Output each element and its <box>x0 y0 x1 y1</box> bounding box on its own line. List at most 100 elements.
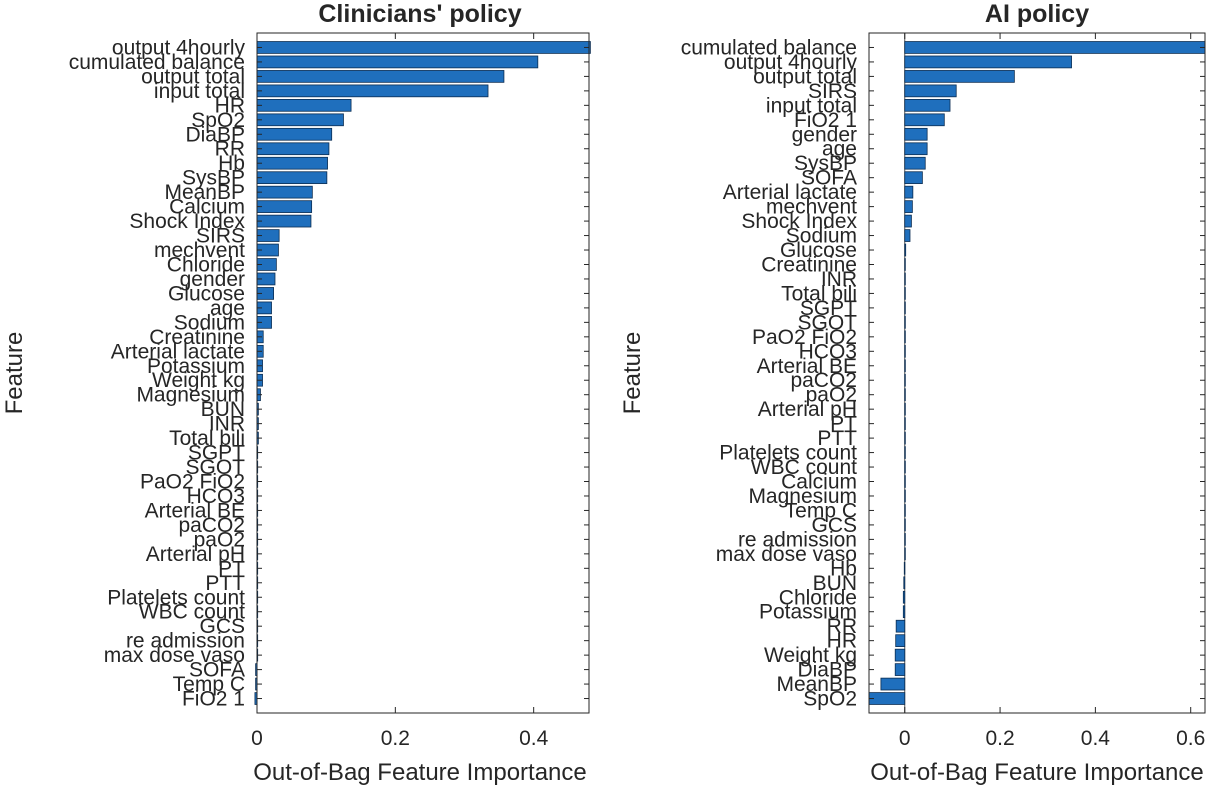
bar <box>904 446 906 459</box>
category-label: GCS <box>199 615 245 638</box>
category-label: Chloride <box>167 253 245 276</box>
category-label: output 4hourly <box>112 36 246 59</box>
bar <box>904 243 907 257</box>
x-tick-label: 0.4 <box>1081 727 1111 750</box>
bar <box>903 576 906 590</box>
bar <box>902 590 906 604</box>
y-axis-label: Feature <box>1 332 28 415</box>
bar <box>904 127 928 141</box>
bar <box>904 185 914 199</box>
category-label: SysBP <box>182 167 245 190</box>
category-label: Arterial BE <box>757 355 857 378</box>
bar <box>904 431 906 445</box>
category-label: Hb <box>830 557 857 580</box>
axes-box <box>868 32 1206 714</box>
bar <box>904 518 906 532</box>
x-axis-label: Out-of-Bag Feature Importance <box>870 759 1204 786</box>
category-label: age <box>210 297 245 320</box>
category-label: Magnesium <box>748 485 857 508</box>
category-label: GCS <box>811 514 857 537</box>
bar <box>904 171 923 185</box>
x-tick-label: 0.4 <box>519 727 549 750</box>
category-label: PaO2 FiO2 <box>752 326 857 349</box>
category-label: PaO2 FiO2 <box>140 471 245 494</box>
category-label: PTT <box>205 572 245 595</box>
category-label: Potassium <box>147 355 245 378</box>
category-label: FiO2 1 <box>182 688 245 711</box>
bar <box>904 156 926 170</box>
ai-policy-panel: AI policy Feature Out-of-Bag Feature Imp… <box>619 0 1206 786</box>
y-axis-label: Feature <box>619 332 646 415</box>
bar <box>904 402 906 416</box>
category-label: Calcium <box>781 471 857 494</box>
category-label: MeanBP <box>164 181 245 204</box>
bar <box>256 70 505 83</box>
category-label: SOFA <box>801 167 857 190</box>
category-label: Glucose <box>780 239 857 262</box>
category-label: Hb <box>218 152 245 175</box>
category-label: HCO3 <box>187 485 245 508</box>
category-label: Sodium <box>174 311 245 334</box>
category-label: Arterial lactate <box>111 340 245 363</box>
bar <box>904 41 1206 54</box>
category-label: Temp C <box>785 499 857 522</box>
category-label: HCO3 <box>799 340 857 363</box>
bar <box>256 185 313 199</box>
category-label: Glucose <box>168 282 245 305</box>
category-label: output total <box>753 65 857 88</box>
category-label: MeanBP <box>776 673 857 696</box>
category-label: DiaBP <box>797 659 857 682</box>
bar <box>904 200 913 213</box>
category-label: age <box>822 138 857 161</box>
bar <box>904 287 906 300</box>
bar <box>895 634 906 647</box>
bar <box>904 55 1072 69</box>
category-label: SGOT <box>185 456 245 479</box>
category-label: Arterial BE <box>145 499 245 522</box>
bar <box>868 692 906 705</box>
chart-title: AI policy <box>985 0 1089 28</box>
bar <box>904 99 951 112</box>
bar <box>904 330 906 344</box>
bar <box>256 84 489 98</box>
bar <box>904 533 906 546</box>
clinicians-policy-panel: Clinicians' policy Feature Out-of-Bag Fe… <box>1 0 591 786</box>
bar <box>904 373 906 387</box>
bar <box>902 605 906 619</box>
category-label: Total bili <box>169 427 245 450</box>
category-label: Creatinine <box>149 326 245 349</box>
bar <box>904 475 906 488</box>
category-label: SpO2 <box>191 109 245 132</box>
bar <box>904 301 906 315</box>
category-label: FiO2 1 <box>794 109 857 132</box>
category-label: Shock Index <box>741 210 857 233</box>
bar <box>904 258 906 271</box>
category-label: Weight kg <box>152 369 245 392</box>
category-label: paO2 <box>806 384 857 407</box>
bar <box>904 344 906 358</box>
bar <box>894 648 906 662</box>
bar <box>895 619 906 633</box>
chart-title: Clinicians' policy <box>318 0 521 28</box>
bar <box>256 41 591 54</box>
category-label: Shock Index <box>129 210 245 233</box>
category-label: cumulated balance <box>69 51 245 74</box>
category-label: RR <box>827 615 857 638</box>
bar <box>904 214 912 228</box>
category-label: Sodium <box>786 225 857 248</box>
category-label: re admission <box>738 528 857 551</box>
category-label: mechvent <box>766 196 857 219</box>
bar <box>256 214 312 228</box>
category-label: SpO2 <box>803 688 857 711</box>
x-axis-label: Out-of-Bag Feature Importance <box>253 759 587 786</box>
category-label: Total bili <box>781 282 857 305</box>
category-label: cumulated balance <box>681 36 857 59</box>
category-label: gender <box>180 268 245 291</box>
category-label: output 4hourly <box>724 51 858 74</box>
category-label: INR <box>821 268 857 291</box>
bar <box>904 70 1015 83</box>
bar <box>904 316 906 329</box>
category-label: Arterial pH <box>146 543 245 566</box>
category-label: SIRS <box>808 80 857 103</box>
